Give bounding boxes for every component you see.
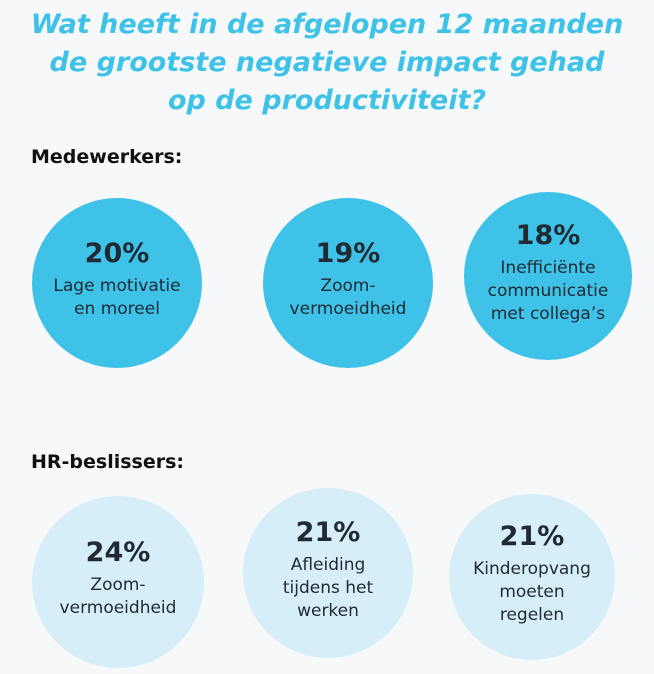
section-label-medewerkers: Medewerkers: bbox=[31, 146, 183, 168]
stat-percent: 20% bbox=[84, 238, 150, 269]
title-line-2: de grootste negatieve impact gehad bbox=[49, 47, 605, 78]
page-title: Wat heeft in de afgelopen 12 maanden de … bbox=[0, 6, 654, 120]
stat-circle-lage-motivatie: 20% Lage motivatie en moreel bbox=[32, 198, 202, 368]
stat-circle-zoom-vermoeidheid: 19% Zoom- vermoeidheid bbox=[263, 198, 433, 368]
stat-description: Lage motivatie en moreel bbox=[53, 276, 181, 319]
stat-circle-zoom-vermoeidheid-hr: 24% Zoom- vermoeidheid bbox=[32, 496, 204, 668]
stat-description: Inefficiënte communicatie met collega’s bbox=[487, 257, 609, 324]
stat-percent: 24% bbox=[85, 537, 151, 568]
title-line-3: op de productiviteit? bbox=[167, 85, 487, 116]
stat-percent: 18% bbox=[515, 219, 581, 251]
stat-circle-inefficiente-communicatie: 18% Inefficiënte communicatie met colleg… bbox=[464, 192, 632, 360]
stat-circle-afleiding: 21% Afleiding tijdens het werken bbox=[243, 488, 413, 658]
stat-description: Zoom- vermoeidheid bbox=[59, 575, 177, 618]
stat-percent: 21% bbox=[499, 520, 565, 552]
stat-percent: 21% bbox=[295, 516, 361, 548]
stat-description: Kinderopvang moeten regelen bbox=[473, 558, 591, 625]
stat-description: Zoom- vermoeidheid bbox=[289, 276, 407, 319]
stat-circle-kinderopvang: 21% Kinderopvang moeten regelen bbox=[449, 494, 615, 660]
section-label-hr-beslissers: HR-beslissers: bbox=[31, 451, 185, 473]
stat-percent: 19% bbox=[315, 238, 381, 269]
title-line-1: Wat heeft in de afgelopen 12 maanden bbox=[30, 9, 624, 40]
stat-description: Afleiding tijdens het werken bbox=[282, 554, 374, 621]
